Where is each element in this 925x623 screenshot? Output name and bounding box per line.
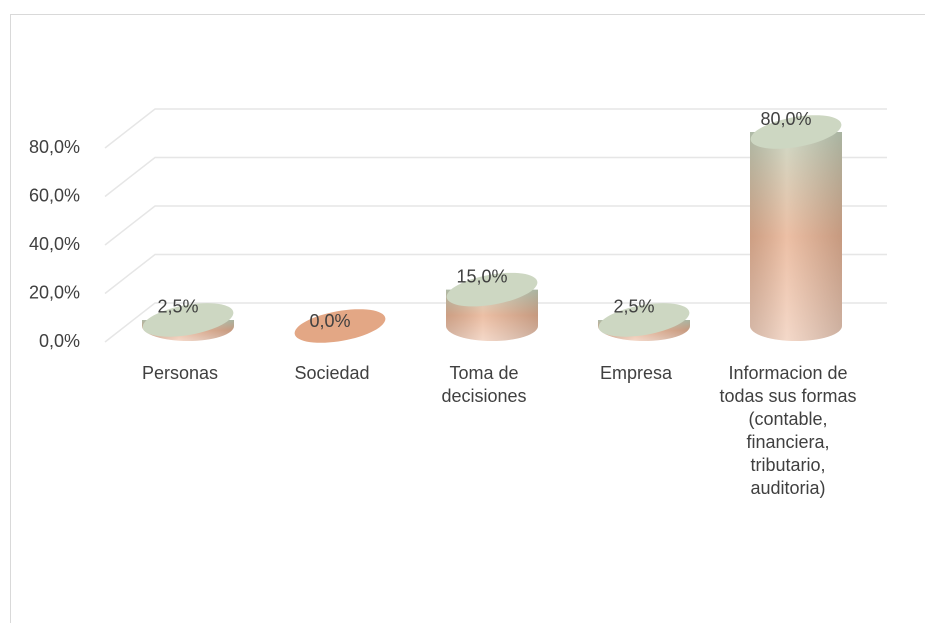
bar bbox=[446, 272, 538, 341]
cylinder-top bbox=[598, 303, 690, 337]
bar bbox=[142, 303, 234, 341]
grid-line bbox=[104, 108, 887, 149]
x-tick-label: Sociedad bbox=[294, 363, 370, 383]
x-tick-label: Toma de decisiones bbox=[441, 363, 527, 406]
y-tick-label: 80,0% bbox=[29, 137, 80, 157]
grid-line bbox=[104, 253, 887, 295]
data-label: 80,0% bbox=[760, 109, 811, 129]
grid-line bbox=[104, 205, 887, 246]
x-tick-label: Informacion de todas sus formas (contabl… bbox=[719, 363, 857, 498]
data-label: 2,5% bbox=[613, 297, 654, 317]
y-tick-label: 20,0% bbox=[29, 282, 80, 302]
bar bbox=[294, 309, 386, 343]
x-tick-label: Empresa bbox=[599, 363, 673, 383]
y-tick-label: 60,0% bbox=[29, 185, 80, 205]
bar bbox=[598, 303, 690, 341]
data-label: 2,5% bbox=[157, 297, 198, 317]
grid-line bbox=[104, 156, 887, 198]
cylinder-top bbox=[142, 303, 234, 337]
y-tick-label: 40,0% bbox=[29, 234, 80, 254]
frame bbox=[10, 14, 925, 623]
y-tick-label: 0,0% bbox=[39, 331, 80, 351]
cylinder-top bbox=[446, 272, 538, 307]
data-label: 0,0% bbox=[309, 311, 350, 331]
data-label: 15,0% bbox=[456, 266, 507, 286]
grid-line bbox=[104, 302, 887, 343]
cylinder-shade bbox=[750, 132, 842, 341]
cylinder-top bbox=[750, 115, 842, 149]
x-tick-label: Personas bbox=[141, 363, 219, 383]
cylinder-top bbox=[294, 309, 386, 343]
bar bbox=[750, 115, 842, 341]
